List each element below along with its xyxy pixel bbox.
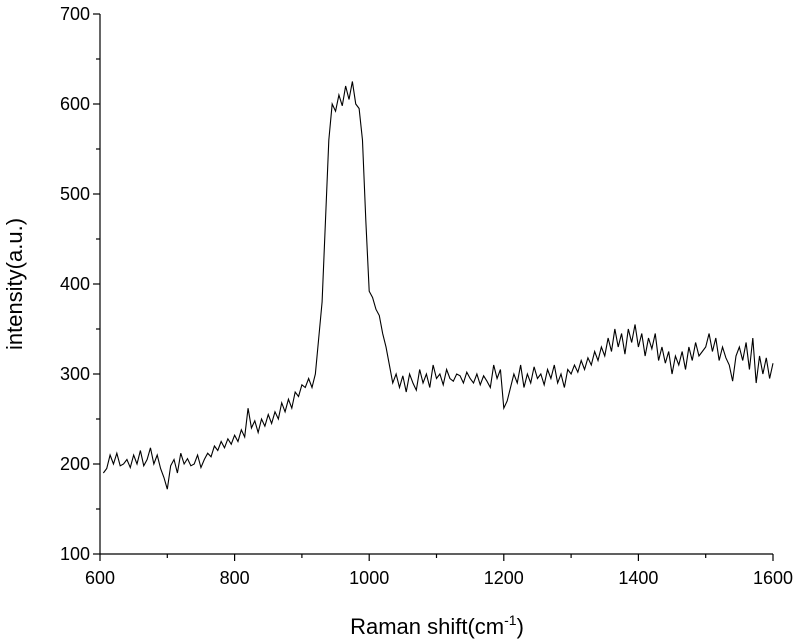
x-tick-label: 600: [85, 568, 115, 588]
y-tick-label: 200: [60, 454, 90, 474]
x-tick-label: 1400: [618, 568, 658, 588]
x-tick-label: 1200: [484, 568, 524, 588]
x-label-main: Raman shift(cm: [350, 614, 504, 639]
y-tick-label: 100: [60, 544, 90, 564]
x-label-end: ): [517, 614, 524, 639]
x-tick-label: 1600: [753, 568, 793, 588]
x-label-sup: -1: [504, 612, 517, 628]
y-tick-label: 400: [60, 274, 90, 294]
y-axis-title: intensity(a.u.): [2, 218, 27, 350]
x-tick-label: 1000: [349, 568, 389, 588]
y-tick-label: 500: [60, 184, 90, 204]
y-tick-label: 300: [60, 364, 90, 384]
x-axis-title: Raman shift(cm-1): [350, 612, 524, 639]
y-tick-label: 700: [60, 4, 90, 24]
x-tick-label: 800: [220, 568, 250, 588]
data-line: [102, 81, 774, 490]
y-tick-label: 600: [60, 94, 90, 114]
